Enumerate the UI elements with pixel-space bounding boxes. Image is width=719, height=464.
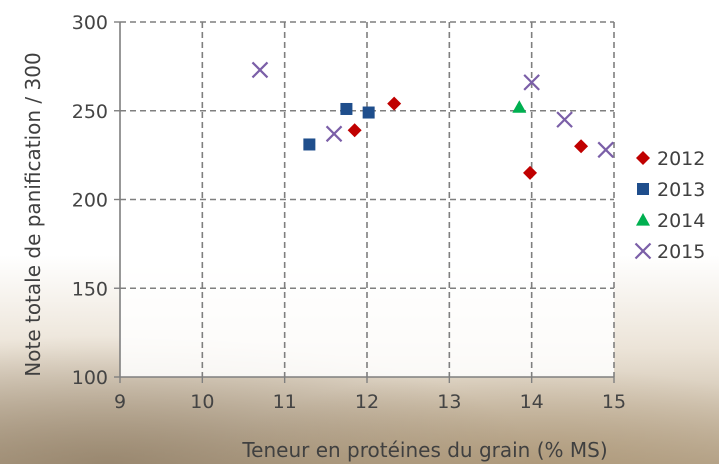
y-axis-label: Note totale de panification / 300 (21, 52, 45, 376)
x-tick-label: 13 (437, 391, 461, 413)
data-point-2012 (523, 165, 538, 180)
legend-entry-2013: 2013 (657, 179, 705, 201)
legend-entry-2012: 2012 (657, 148, 705, 170)
data-point-2012 (347, 123, 362, 138)
y-tick-label: 200 (72, 190, 108, 212)
x-tick-label: 12 (355, 391, 379, 413)
x-tick-label: 15 (602, 391, 626, 413)
legend-marker-2013 (637, 183, 649, 195)
data-point-2015 (597, 141, 615, 159)
data-point-2013 (340, 102, 353, 115)
x-tick-label: 9 (114, 391, 126, 413)
x-tick-label: 10 (190, 391, 214, 413)
legend-entry-2014: 2014 (657, 210, 705, 232)
y-tick-label: 100 (72, 367, 108, 389)
data-point-2015 (523, 74, 540, 91)
y-tick-label: 250 (72, 101, 108, 123)
y-tick-label: 150 (72, 278, 108, 300)
y-tick-label: 300 (72, 12, 108, 34)
legend-entry-2015: 2015 (657, 241, 705, 263)
data-point-2015 (556, 111, 573, 128)
x-tick-label: 11 (273, 391, 297, 413)
legend-marker-2012 (636, 151, 650, 165)
data-point-2015 (251, 61, 269, 79)
data-point-2012 (574, 139, 589, 154)
x-tick-label: 14 (520, 391, 544, 413)
x-axis-label: Teneur en protéines du grain (% MS) (241, 438, 607, 462)
legend-marker-2014 (636, 213, 650, 226)
data-point-2013 (303, 138, 316, 151)
data-point-2012 (387, 96, 402, 111)
data-point-2014 (512, 100, 527, 113)
data-point-2013 (362, 106, 375, 119)
legend-marker-2015 (634, 242, 652, 260)
data-point-2015 (325, 125, 343, 143)
